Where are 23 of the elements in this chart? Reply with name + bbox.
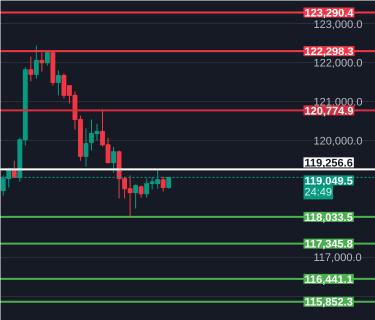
candlestick: [138, 185, 144, 198]
candlestick: [160, 176, 166, 192]
y-tick-label: 122,000.0: [314, 58, 362, 70]
y-tick-label: 117,000.0: [314, 252, 362, 264]
ref-line-label: 118,033.5: [304, 212, 353, 224]
candlestick: [56, 70, 61, 96]
candlestick: [44, 50, 50, 66]
candlestick: [34, 45, 39, 80]
ref-line-label: 116,441.1: [304, 274, 353, 286]
ref-line-label: 123,290.4: [304, 8, 354, 20]
candlestick: [28, 56, 34, 82]
ref-line-label: 117,345.8: [304, 238, 353, 251]
ref-line-label: 119,049.5: [304, 175, 353, 188]
y-tick-label: 123,000.0: [314, 18, 362, 31]
ref-line-label: 122,298.3: [304, 46, 354, 58]
candlestick: [111, 146, 116, 174]
ref-line-label: 115,852.3: [304, 296, 353, 309]
ref-line-label: 119,256.6: [304, 157, 353, 170]
candlestick: [133, 184, 138, 210]
y-tick-label: 120,000.0: [314, 135, 362, 148]
ref-line-label: 120,774.9: [304, 105, 354, 118]
candlestick: [84, 128, 88, 168]
annotation: 24:49: [304, 186, 332, 198]
